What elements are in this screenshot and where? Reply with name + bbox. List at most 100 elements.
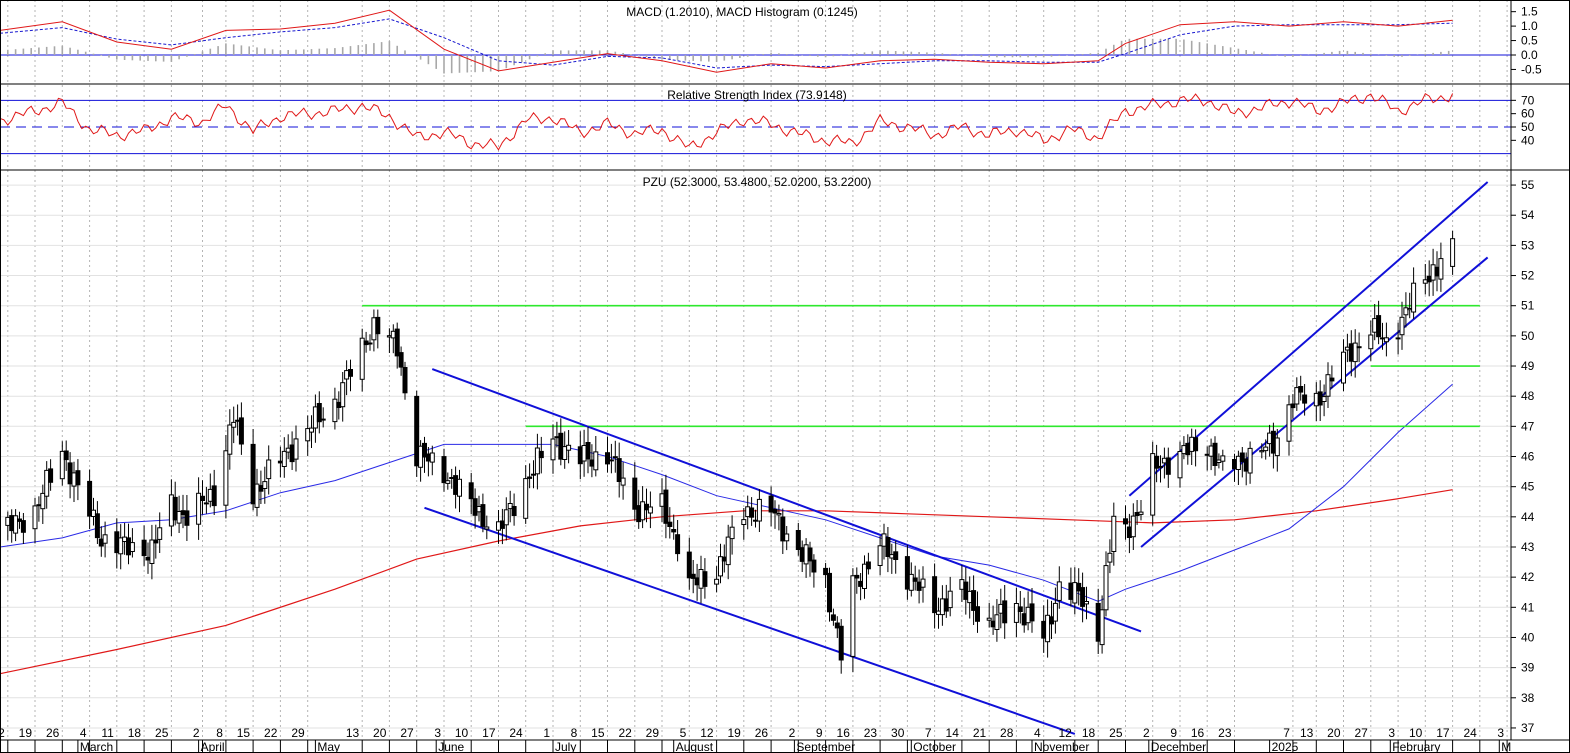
x-day-label: 13 xyxy=(346,726,360,740)
candle-body xyxy=(1013,603,1019,623)
candle-body xyxy=(1438,258,1444,280)
candle-body xyxy=(675,534,681,555)
candle-body xyxy=(153,539,159,544)
candle-body xyxy=(1259,450,1265,453)
x-day-label: 27 xyxy=(400,726,414,740)
candle-body xyxy=(332,398,338,423)
x-day-label: 7 xyxy=(1283,726,1290,740)
candle-body xyxy=(686,551,692,579)
candle-body xyxy=(893,551,899,560)
x-day-label: 9 xyxy=(816,726,823,740)
candle-body xyxy=(102,534,108,544)
candle-body xyxy=(768,495,774,513)
candle-body xyxy=(511,506,517,516)
candle-body xyxy=(1395,337,1401,340)
x-day-label: 4 xyxy=(1034,726,1041,740)
candle-body xyxy=(445,480,451,484)
x-day-label: 4 xyxy=(80,726,87,740)
candle-body xyxy=(1321,396,1327,403)
candle-body xyxy=(523,478,529,519)
candle-body xyxy=(1290,403,1296,409)
candle-body xyxy=(348,369,353,377)
candle-body xyxy=(971,590,977,611)
candle-body xyxy=(1235,455,1241,470)
candle-body xyxy=(749,507,755,518)
x-day-label: 23 xyxy=(1218,726,1232,740)
x-day-label: 5 xyxy=(680,726,687,740)
x-month-label: May xyxy=(317,740,340,753)
x-month-label: 2025 xyxy=(1272,740,1299,753)
candle-body xyxy=(1017,606,1023,613)
candle-body xyxy=(503,509,509,526)
macd-tick-label: 1.0 xyxy=(1521,19,1538,33)
candle-body xyxy=(647,506,653,514)
candle-body xyxy=(129,542,135,552)
candle-body xyxy=(149,539,155,564)
x-day-label: 15 xyxy=(591,726,605,740)
candle-body xyxy=(238,417,244,445)
x-day-label: 20 xyxy=(373,726,387,740)
price-tick-label: 43 xyxy=(1521,540,1535,554)
candle-body xyxy=(772,509,778,514)
candle-body xyxy=(250,443,256,505)
candle-body xyxy=(784,533,790,542)
candle-body xyxy=(920,578,926,588)
x-month-label: December xyxy=(1151,740,1206,753)
candle-body xyxy=(1123,518,1128,525)
candle-body xyxy=(223,450,229,506)
x-day-label: 22 xyxy=(618,726,632,740)
candle-body xyxy=(375,316,381,335)
macd-line xyxy=(0,9,1453,73)
candle-body xyxy=(1154,455,1160,469)
candle-body xyxy=(398,352,404,368)
candle-body xyxy=(1130,515,1136,538)
candle-body xyxy=(1150,453,1156,516)
candle-body xyxy=(718,556,723,577)
candle-body xyxy=(316,403,322,423)
candle-body xyxy=(13,515,19,534)
candle-body xyxy=(340,382,346,408)
price-tick-label: 42 xyxy=(1521,570,1535,584)
candle-body xyxy=(702,571,708,587)
candle-body xyxy=(538,450,544,459)
x-day-label: 22 xyxy=(264,726,278,740)
candle-body xyxy=(48,468,54,483)
x-day-label: 10 xyxy=(455,726,469,740)
candle-body xyxy=(593,451,599,471)
price-tick-label: 46 xyxy=(1521,450,1535,464)
rsi-tick-label: 70 xyxy=(1521,93,1535,107)
candle-body xyxy=(714,578,720,585)
x-day-label: 3 xyxy=(434,726,441,740)
candle-body xyxy=(838,625,844,661)
candle-body xyxy=(620,477,626,486)
candle-body xyxy=(527,476,533,479)
candle-body xyxy=(402,367,408,394)
x-day-label: 7 xyxy=(925,726,932,740)
x-day-label: 21 xyxy=(973,726,987,740)
candle-body xyxy=(9,515,15,532)
candle-body xyxy=(850,575,856,657)
candle-body xyxy=(1158,465,1163,468)
candle-body xyxy=(807,547,813,562)
candle-body xyxy=(1302,394,1308,404)
candle-body xyxy=(862,563,867,590)
candle-body xyxy=(359,337,365,380)
candle-body xyxy=(834,622,840,629)
candle-body xyxy=(20,520,26,533)
candle-body xyxy=(1263,446,1269,452)
candle-body xyxy=(1111,515,1117,552)
price-tick-label: 45 xyxy=(1521,480,1535,494)
candle-body xyxy=(1247,447,1253,474)
trendline xyxy=(431,368,1142,633)
x-day-label: 26 xyxy=(46,726,60,740)
x-day-label: 2 xyxy=(193,726,200,740)
macd-title: MACD (1.2010), MACD Histogram (0.1245) xyxy=(626,5,857,19)
candle-body xyxy=(885,537,891,557)
candle-body xyxy=(1329,377,1335,382)
candle-body xyxy=(231,421,237,428)
rsi-tick-label: 50 xyxy=(1521,120,1535,134)
candle-body xyxy=(566,444,572,451)
